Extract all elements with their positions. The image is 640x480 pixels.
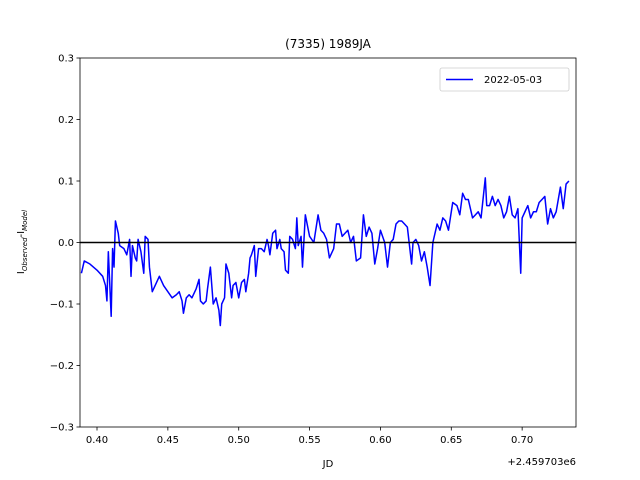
- plot-frame: [79, 57, 577, 428]
- data-line: [80, 177, 570, 327]
- x-tick-label: 0.60: [369, 435, 391, 446]
- y-label-part: I: [16, 271, 27, 274]
- y-tick-label: −0.1: [50, 300, 74, 311]
- y-tick-label: −0.3: [50, 423, 74, 434]
- y-tick-label: 0.1: [58, 177, 74, 188]
- x-tick-label: 0.50: [228, 435, 250, 446]
- y-tick-label: 0.3: [58, 54, 74, 65]
- y-label-part: -I: [16, 231, 27, 238]
- y-axis-label: IObserved-IModel: [16, 210, 29, 274]
- y-label-sub: Model: [21, 210, 29, 231]
- y-tick-label: 0.2: [58, 115, 74, 126]
- x-offset-label: +2.459703e6: [507, 457, 576, 468]
- y-tick-label: 0.0: [58, 238, 74, 249]
- chart-title: (7335) 1989JA: [285, 37, 372, 51]
- x-tick-label: 0.45: [157, 435, 179, 446]
- x-tick-label: 0.40: [86, 435, 108, 446]
- x-tick-label: 0.55: [298, 435, 320, 446]
- x-tick-label: 0.65: [440, 435, 462, 446]
- legend-label: 2022-05-03: [484, 75, 542, 86]
- y-label-sub: Observed: [21, 237, 29, 271]
- x-axis-label: JD: [322, 459, 334, 470]
- legend-box: [439, 67, 570, 92]
- x-tick-label: 0.70: [511, 435, 533, 446]
- y-tick-label: −0.2: [50, 361, 74, 372]
